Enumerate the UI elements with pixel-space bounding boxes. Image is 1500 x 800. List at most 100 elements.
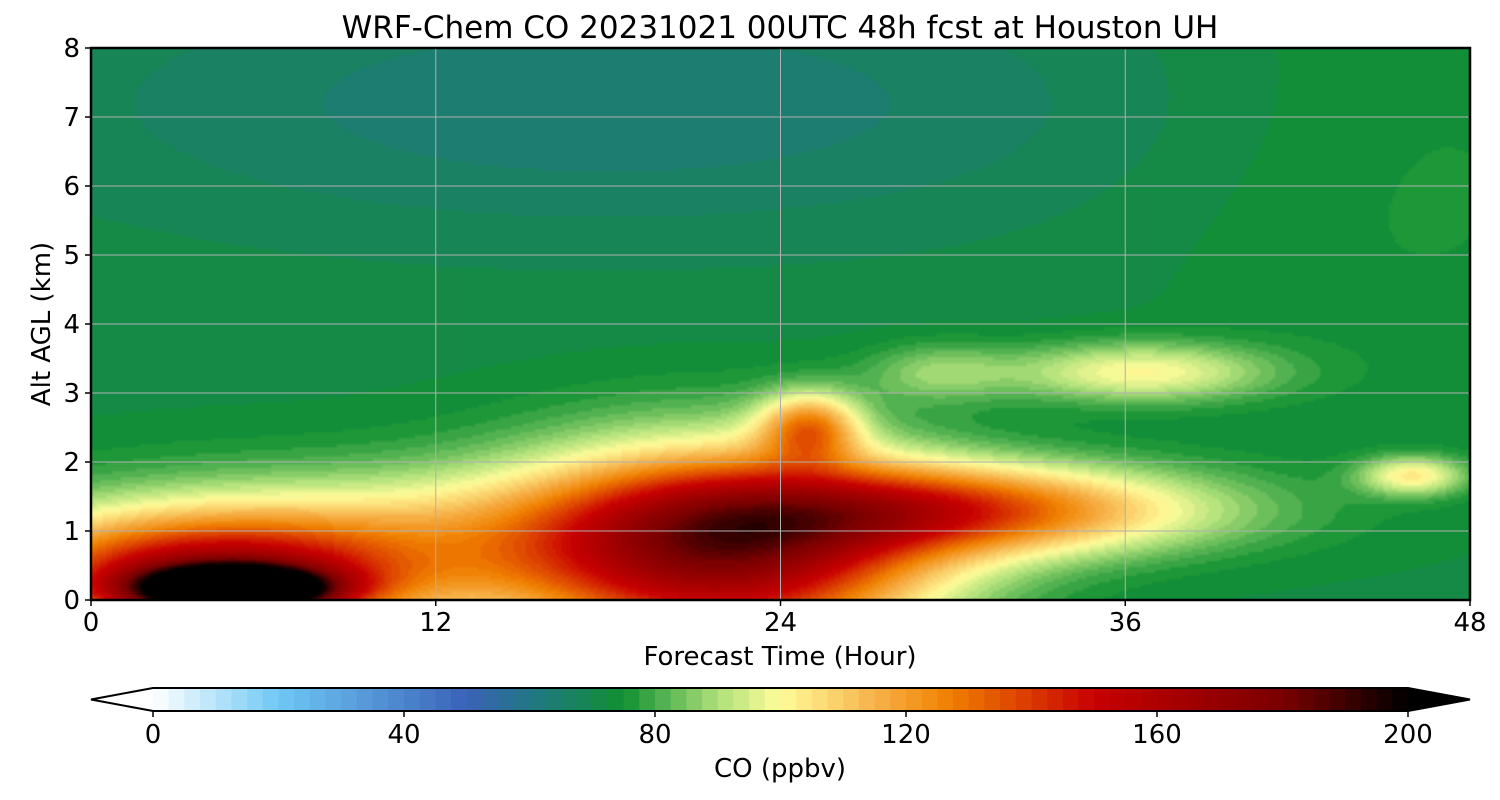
colorbar-extend-high (1408, 688, 1470, 711)
colorbar-level (419, 688, 436, 711)
colorbar-level (325, 688, 342, 711)
y-tick-label: 1 (63, 517, 80, 547)
colorbar-level (356, 688, 374, 711)
colorbar-level (1204, 688, 1221, 711)
colorbar-level (811, 688, 829, 711)
colorbar-level (576, 688, 593, 711)
colorbar-level (1078, 688, 1095, 711)
colorbar-level (168, 688, 185, 711)
y-tick-label: 4 (63, 310, 80, 340)
x-tick-label: 24 (764, 608, 797, 638)
colorbar-level (1360, 688, 1378, 711)
y-tick-label: 3 (63, 379, 80, 409)
colorbar-level (1000, 688, 1017, 711)
colorbar-level (953, 688, 970, 711)
colorbar-level (686, 688, 703, 711)
colorbar-level (1109, 688, 1127, 711)
colorbar-level (294, 688, 311, 711)
y-tick-label: 6 (63, 172, 80, 202)
colorbar-tick-label: 120 (881, 720, 931, 750)
colorbar-level (607, 688, 625, 711)
colorbar-extend-low (91, 688, 153, 711)
colorbar-level (1141, 688, 1158, 711)
colorbar-tick-label: 80 (638, 720, 671, 750)
colorbar-level (1298, 688, 1315, 711)
colorbar-level (764, 688, 782, 711)
colorbar-level (1015, 688, 1033, 711)
colorbar-ticks: 0 40 80 120 160 200 (145, 711, 1433, 750)
colorbar-level (278, 688, 295, 711)
colorbar-level (733, 688, 750, 711)
colorbar-level (1266, 688, 1284, 711)
colorbar-level (906, 688, 923, 711)
x-axis-label: Forecast Time (Hour) (643, 642, 916, 672)
colorbar-level (341, 688, 358, 711)
colorbar-tick-label: 40 (387, 720, 420, 750)
colorbar-level (1345, 688, 1362, 711)
colorbar-level (482, 688, 499, 711)
colorbar-level (1157, 688, 1174, 711)
colorbar-level (262, 688, 280, 711)
colorbar-tick-label: 200 (1383, 720, 1433, 750)
colorbar-level (984, 688, 1001, 711)
colorbar-level (388, 688, 405, 711)
colorbar-level (890, 688, 907, 711)
colorbar-level (1219, 688, 1237, 711)
colorbar-level (1172, 688, 1189, 711)
colorbar-label: CO (ppbv) (714, 754, 846, 784)
colorbar-level (309, 688, 327, 711)
y-tick-label: 2 (63, 448, 80, 478)
x-tick-label: 48 (1453, 608, 1486, 638)
colorbar-level (1251, 688, 1268, 711)
colorbar-level (1094, 688, 1111, 711)
colorbar-level (215, 688, 233, 711)
colorbar-level (404, 688, 421, 711)
colorbar-level (655, 688, 672, 711)
y-axis: 0 1 2 3 4 5 6 7 8 (63, 34, 91, 616)
y-tick-label: 8 (63, 34, 80, 64)
colorbar-level (827, 688, 844, 711)
colorbar-level (1235, 688, 1252, 711)
colorbar-level (451, 688, 468, 711)
colorbar-level (560, 688, 578, 711)
colorbar-tick-label: 160 (1132, 720, 1182, 750)
colorbar-level (1125, 688, 1142, 711)
colorbar-level (1376, 688, 1393, 711)
colorbar-level (749, 688, 766, 711)
colorbar-level (200, 688, 217, 711)
colorbar-tick-label: 0 (145, 720, 162, 750)
x-tick-label: 12 (419, 608, 452, 638)
colorbar-level (153, 688, 170, 711)
colorbar-level (1329, 688, 1346, 711)
colorbar-level (592, 688, 609, 711)
colorbar-level (874, 688, 891, 711)
colorbar-level (639, 688, 656, 711)
colorbar-level (1313, 688, 1331, 711)
colorbar-level (968, 688, 986, 711)
colorbar-level (921, 688, 938, 711)
colorbar-level (466, 688, 484, 711)
colorbar-level (1047, 688, 1064, 711)
colorbar-level (937, 688, 954, 711)
colorbar-level (1282, 688, 1299, 711)
colorbar-level (184, 688, 201, 711)
colorbar-level (1031, 688, 1048, 711)
colorbar-level (545, 688, 562, 711)
chart-title: WRF-Chem CO 20231021 00UTC 48h fcst at H… (342, 10, 1219, 46)
colorbar-level (796, 688, 813, 711)
colorbar-level (780, 688, 797, 711)
colorbar (90, 687, 1471, 712)
colorbar-level (498, 688, 515, 711)
x-tick-label: 0 (83, 608, 100, 638)
colorbar-level (858, 688, 876, 711)
x-axis: 0 12 24 36 48 (83, 600, 1487, 638)
colorbar-level (513, 688, 531, 711)
grid-lines (91, 48, 1470, 600)
y-tick-label: 5 (63, 241, 80, 271)
colorbar-level (623, 688, 640, 711)
colorbar-level (529, 688, 546, 711)
y-tick-label: 0 (63, 586, 80, 616)
colorbar-level (843, 688, 860, 711)
colorbar-level (702, 688, 719, 711)
